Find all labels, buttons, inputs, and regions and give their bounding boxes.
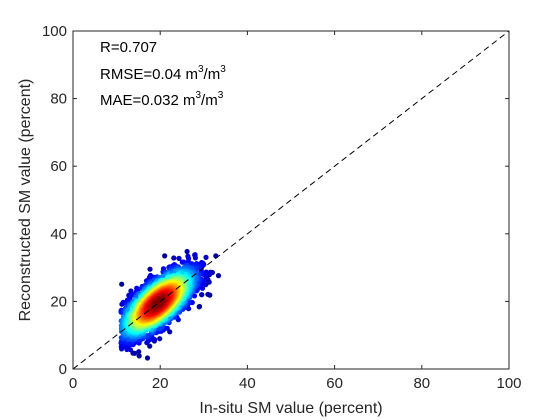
axis-ticks: 0 20 40 60 80 100 0 20 40 60 80 100 [42,23,522,392]
x-tick-label: 80 [413,375,430,392]
scatter-point [215,273,222,279]
y-tick-label: 40 [50,226,67,243]
scatter-point [203,282,209,288]
plot-frame [72,30,510,370]
r-annotation: R=0.707 [100,39,157,56]
mae-annotation: MAE=0.032 m3/m3 [100,90,224,109]
scatter-point [192,255,198,261]
y-axis-label: Reconstructed SM value (percent) [17,79,34,322]
scatter-point [205,291,211,297]
scatter-point [191,293,198,299]
scatter-point [176,255,182,261]
scatter-point [203,254,209,260]
scatter-point [144,355,151,361]
scatter-point [147,343,153,349]
scatter-point [136,353,142,359]
y-tick-label: 20 [50,293,67,310]
scatter-point [119,301,125,307]
scatter-point [136,349,142,355]
scatter-point [199,292,205,298]
y-tick-label: 100 [42,23,67,40]
scatter-point [171,255,177,261]
one-to-one-reference-line [72,30,510,370]
x-tick-label: 40 [239,375,256,392]
x-tick-label: 60 [326,375,343,392]
scatter-point [119,281,125,287]
y-tick-label: 0 [59,361,67,378]
scatter-point [157,336,163,342]
rmse-annotation: RMSE=0.04 m3/m3 [100,64,226,83]
y-tick-label: 80 [50,91,67,108]
y-tick-label: 60 [50,158,67,175]
scatter-points [118,248,222,361]
scatter-point [147,266,153,272]
x-axis-label: In-situ SM value (percent) [199,400,382,417]
x-tick-label: 20 [152,375,169,392]
x-tick-label: 100 [496,375,521,392]
scatter-point [162,253,168,259]
scatter-point [184,248,190,255]
scatter-point [196,304,202,310]
x-tick-label: 0 [69,375,77,392]
